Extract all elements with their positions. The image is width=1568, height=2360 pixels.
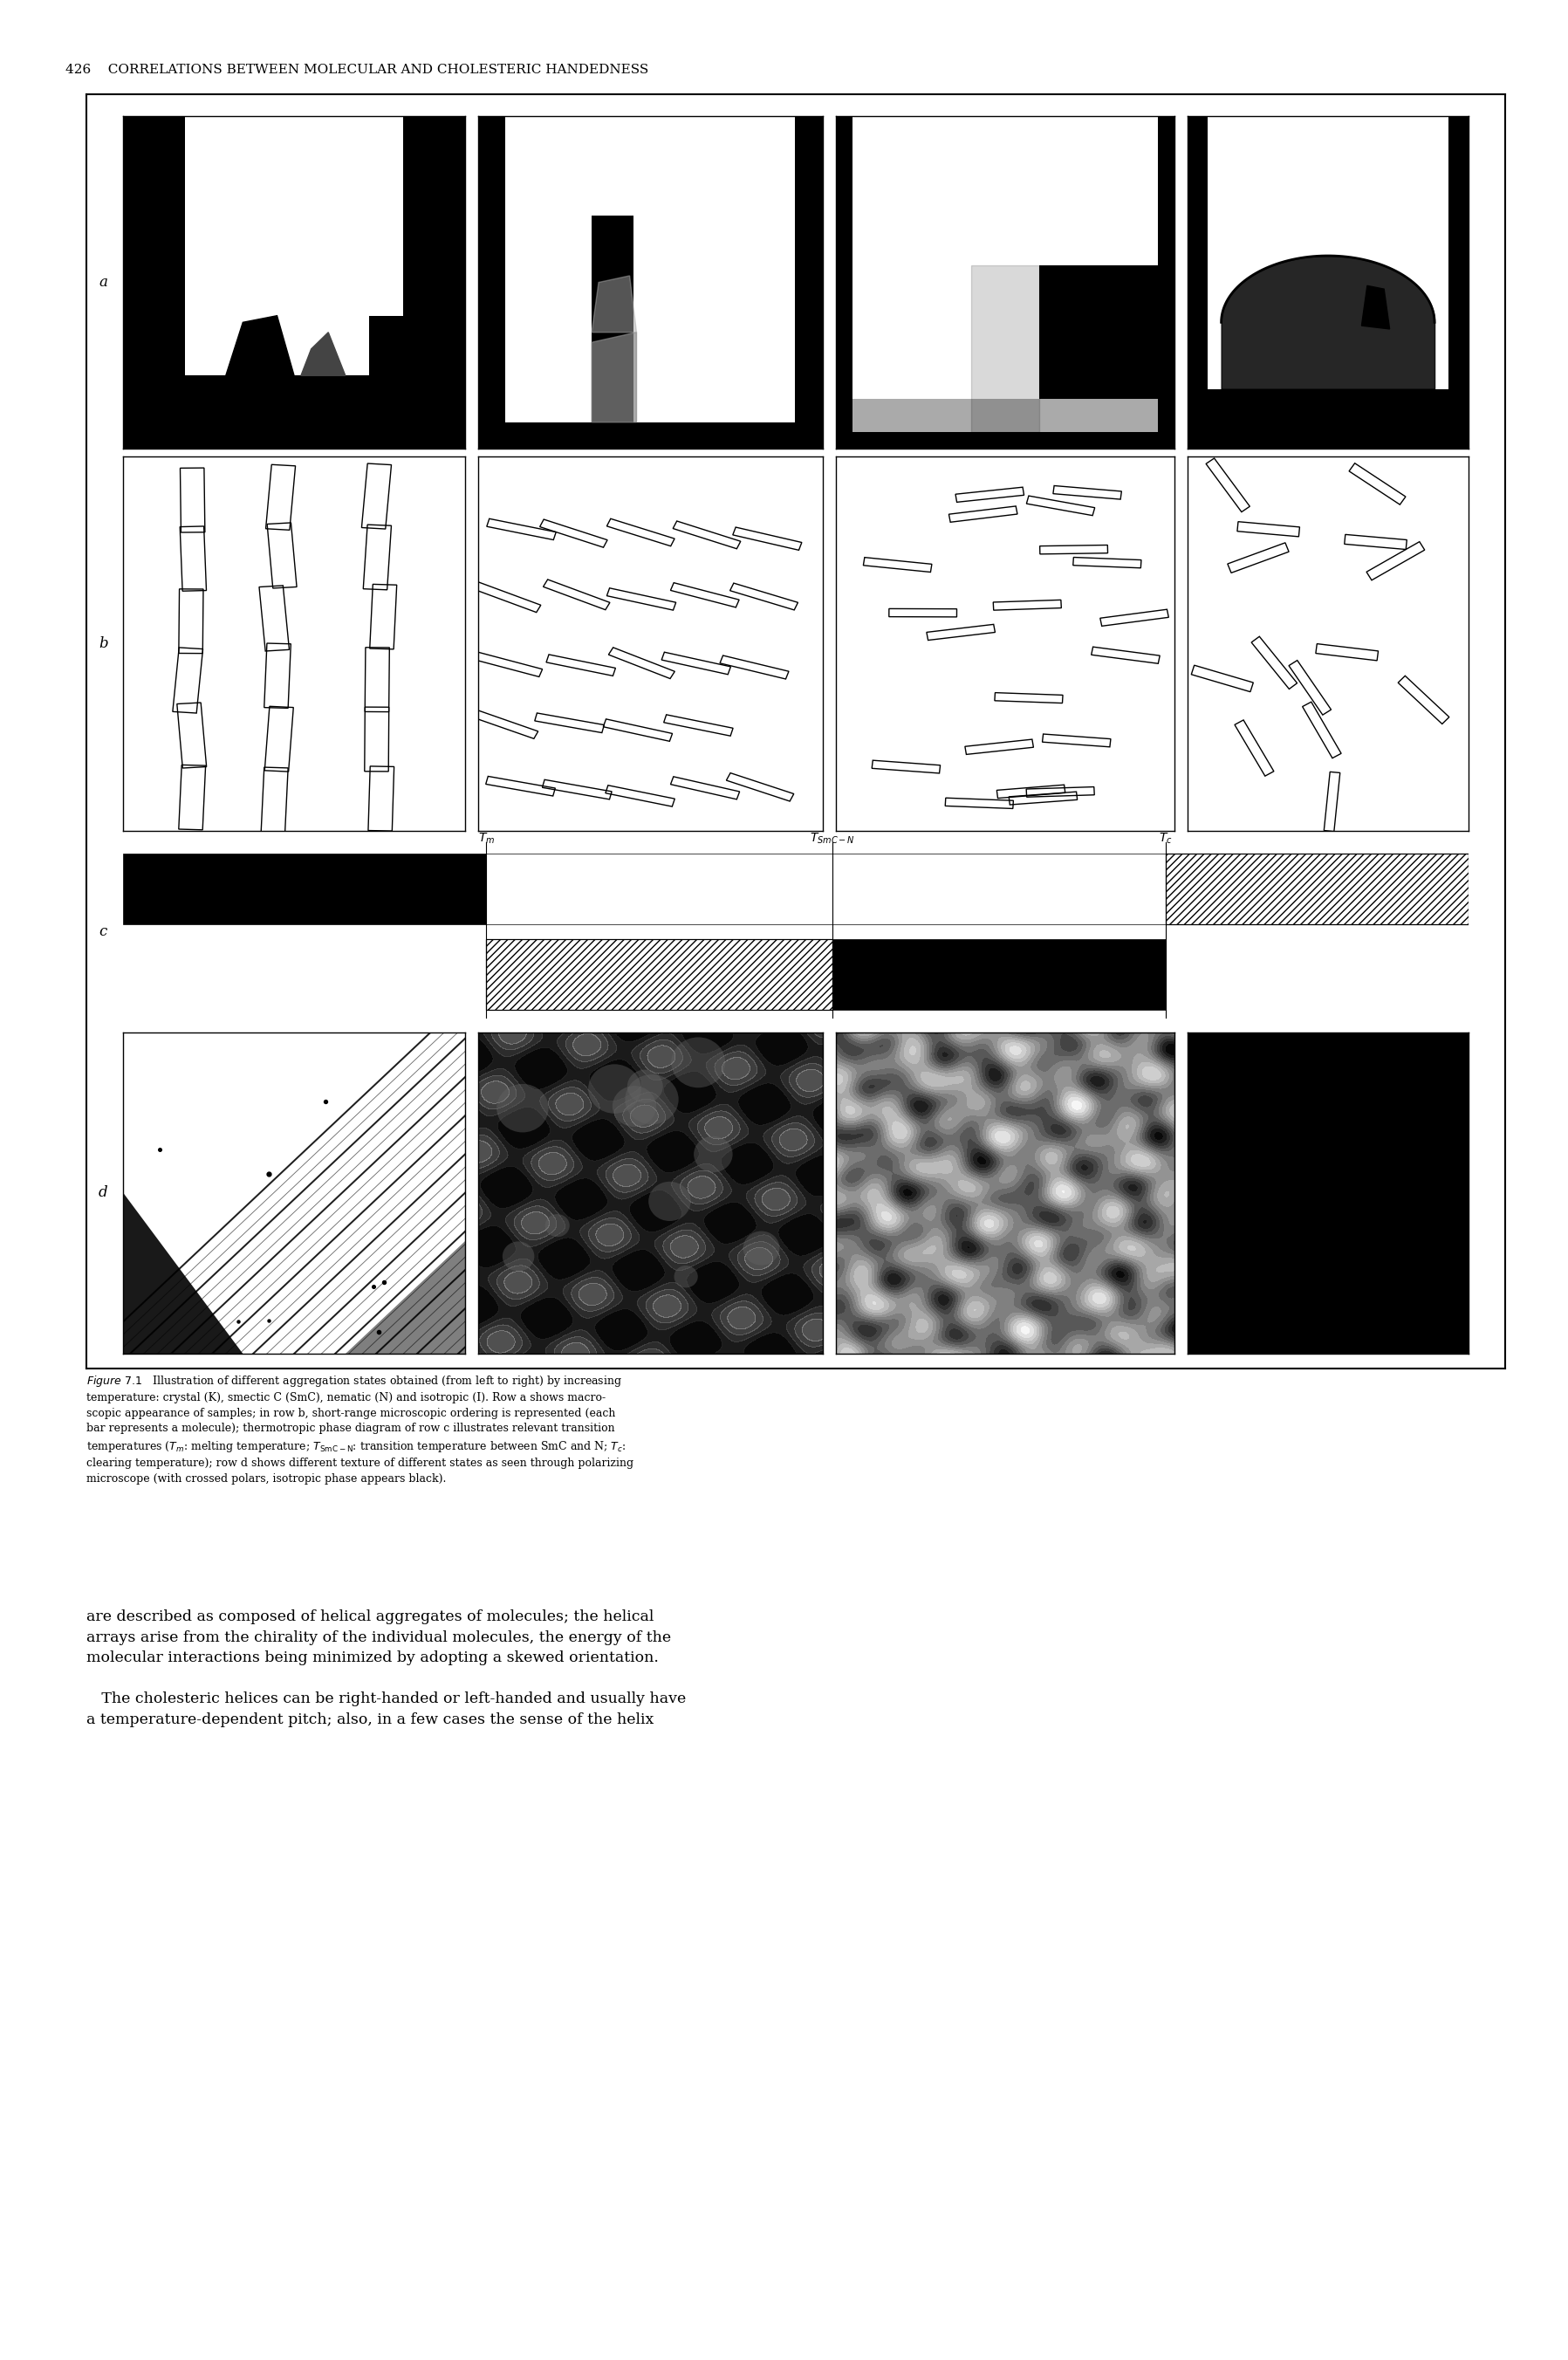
Bar [853,116,1040,432]
Bar [1207,116,1449,389]
Text: d: d [99,1185,108,1201]
Circle shape [693,1135,732,1173]
Circle shape [649,1182,691,1220]
Circle shape [502,1241,535,1272]
Bar [853,399,1157,432]
Bar [185,116,403,375]
Circle shape [588,1064,641,1114]
Circle shape [627,1069,663,1102]
Circle shape [497,1083,549,1133]
Bar [1165,854,1468,925]
Polygon shape [1361,286,1389,328]
Text: SmC: SmC [632,845,670,859]
Bar [124,375,466,448]
Text: b: b [99,637,108,651]
Bar [633,116,795,422]
Bar [370,316,466,448]
Text: I: I [1325,845,1331,859]
Circle shape [743,1232,779,1265]
Bar [124,854,486,925]
Bar [403,116,466,316]
Text: $T_c$: $T_c$ [1159,831,1173,845]
Bar [505,116,795,215]
Polygon shape [345,1241,466,1355]
Text: $\mathit{Figure\ 7.1}$   Illustration of different aggregation states obtained (: $\mathit{Figure\ 7.1}$ Illustration of d… [86,1374,633,1484]
Bar [486,854,1165,925]
Text: a: a [99,276,108,290]
Polygon shape [124,1192,243,1355]
Bar [486,939,833,1010]
Circle shape [671,1038,726,1088]
Bar [1165,854,1468,925]
Text: are described as composed of helical aggregates of molecules; the helical
arrays: are described as composed of helical agg… [86,1610,685,1728]
Text: K: K [289,845,299,859]
Polygon shape [591,333,637,422]
Bar [833,939,1165,1010]
Circle shape [674,1265,698,1289]
Circle shape [613,1086,657,1126]
Polygon shape [301,333,345,375]
Text: N: N [999,845,1011,859]
Text: $T_m$: $T_m$ [478,831,495,845]
Text: 426    CORRELATIONS BETWEEN MOLECULAR AND CHOLESTERIC HANDEDNESS: 426 CORRELATIONS BETWEEN MOLECULAR AND C… [66,64,649,76]
Polygon shape [971,267,1040,432]
Bar [486,939,833,1010]
Bar [505,116,591,422]
Circle shape [546,1213,569,1237]
Circle shape [626,1074,679,1123]
Polygon shape [226,316,295,375]
Bar [124,116,185,448]
Text: $T_{SmC-N}$: $T_{SmC-N}$ [809,831,855,845]
Polygon shape [591,276,637,333]
Bar [1040,116,1157,267]
Text: c: c [99,925,107,939]
